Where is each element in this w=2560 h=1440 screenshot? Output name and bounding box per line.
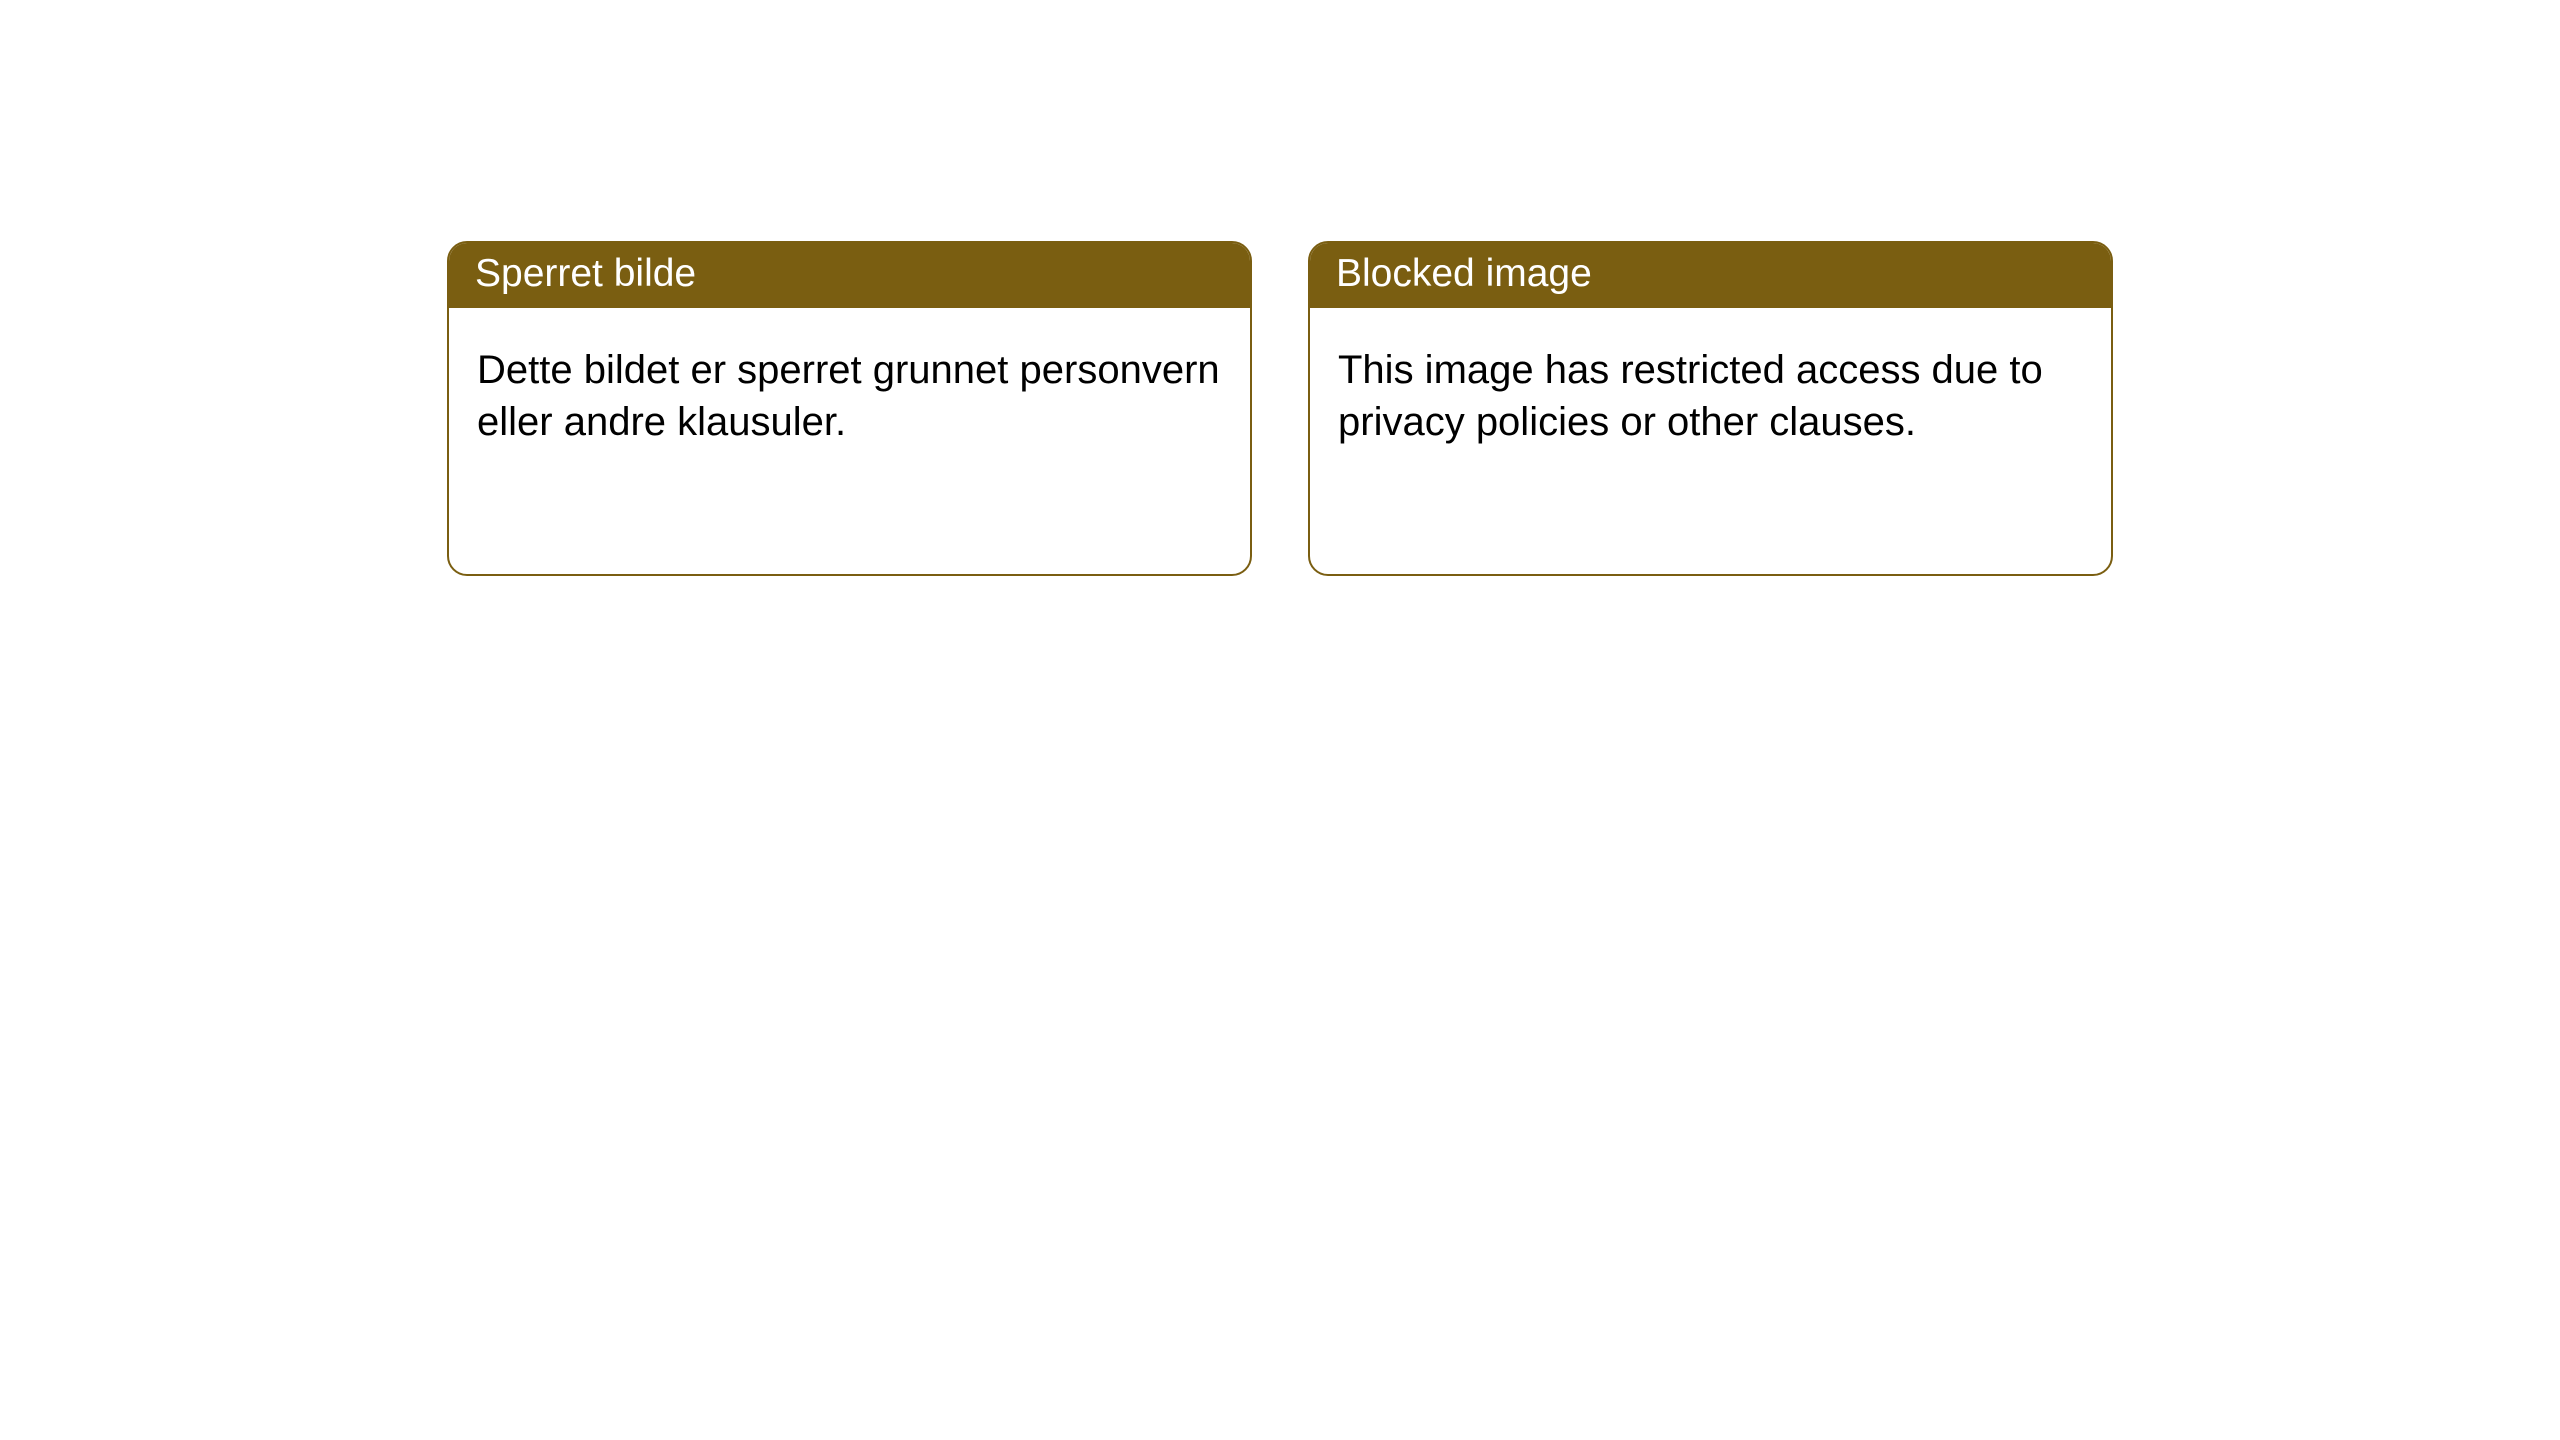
blocked-image-card-en: Blocked image This image has restricted … bbox=[1308, 241, 2113, 576]
card-title: Sperret bilde bbox=[449, 243, 1250, 308]
card-body: This image has restricted access due to … bbox=[1310, 308, 2111, 476]
card-title: Blocked image bbox=[1310, 243, 2111, 308]
cards-container: Sperret bilde Dette bildet er sperret gr… bbox=[447, 241, 2560, 576]
blocked-image-card-no: Sperret bilde Dette bildet er sperret gr… bbox=[447, 241, 1252, 576]
card-body: Dette bildet er sperret grunnet personve… bbox=[449, 308, 1250, 476]
